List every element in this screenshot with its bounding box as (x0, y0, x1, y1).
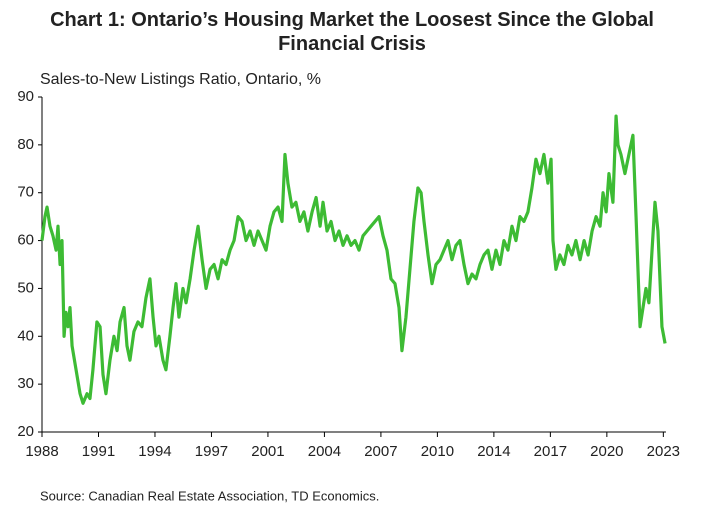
x-tick-label: 2020 (590, 443, 623, 460)
x-tick-label: 2004 (308, 443, 341, 460)
x-tick-label: 2001 (251, 443, 284, 460)
x-tick-label: 1994 (138, 443, 171, 460)
data-line (40, 114, 667, 405)
y-tick-label: 40 (17, 327, 34, 344)
x-tick-label: 2007 (364, 443, 397, 460)
y-tick-label: 70 (17, 184, 34, 201)
x-tick-label: 1988 (25, 443, 58, 460)
y-tick-label: 80 (17, 136, 34, 153)
x-tick-label: 2017 (534, 443, 567, 460)
x-tick-label: 2023 (647, 443, 680, 460)
x-tick-label: 1997 (195, 443, 228, 460)
chart-title: Chart 1: Ontario’s Housing Market the Lo… (50, 9, 654, 55)
source-note: Source: Canadian Real Estate Association… (40, 488, 379, 503)
y-tick-label: 60 (17, 232, 34, 249)
y-tick-label: 90 (17, 88, 34, 105)
y-tick-label: 20 (17, 423, 34, 440)
y-axis-title: Sales-to-New Listings Ratio, Ontario, % (40, 71, 321, 88)
x-tick-label: 1991 (82, 443, 115, 460)
y-tick-label: 50 (17, 279, 34, 296)
x-tick-label: 2014 (477, 443, 510, 460)
x-tick-label: 2010 (421, 443, 454, 460)
y-tick-label: 30 (17, 375, 34, 392)
